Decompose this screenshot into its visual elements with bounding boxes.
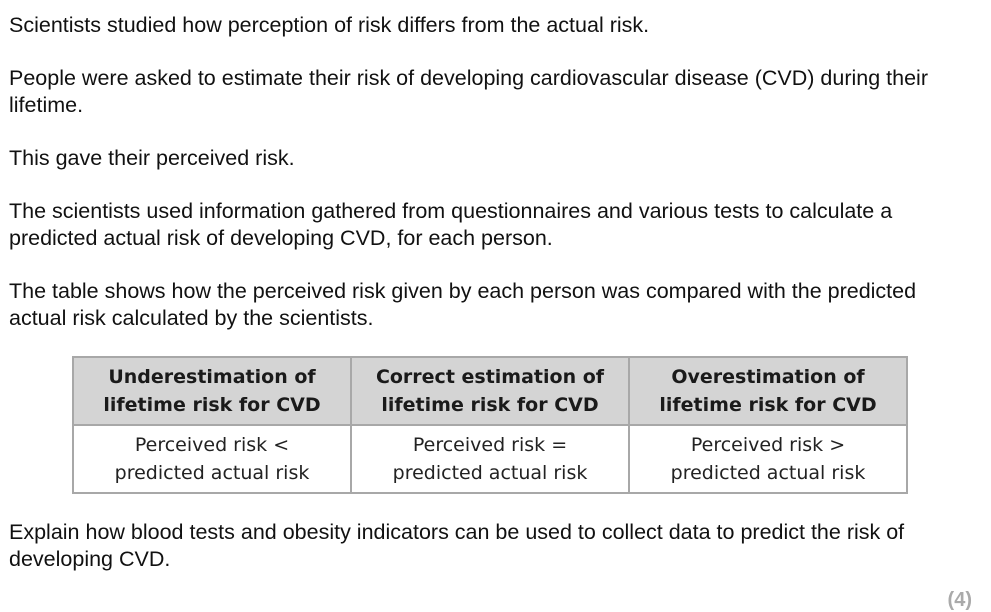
cell-line: predicted actual risk [392, 462, 588, 484]
header-underestimation: Underestimation of lifetime risk for CVD [72, 356, 352, 426]
cell-line: predicted actual risk [670, 462, 866, 484]
header-line: lifetime risk for CVD [659, 394, 877, 416]
cell-line: Perceived risk > [690, 434, 846, 456]
header-line: lifetime risk for CVD [103, 394, 321, 416]
header-overestimation: Overestimation of lifetime risk for CVD [628, 356, 908, 426]
risk-comparison-table: Underestimation of lifetime risk for CVD… [72, 356, 908, 494]
cell-overestimation: Perceived risk > predicted actual risk [628, 424, 908, 494]
cell-line: Perceived risk = [412, 434, 568, 456]
header-line: Overestimation of [671, 366, 865, 388]
intro-paragraph-4: The scientists used information gathered… [9, 199, 893, 250]
marks-label: (4) [947, 589, 972, 611]
intro-paragraph-1: Scientists studied how perception of ris… [9, 13, 650, 37]
question-prompt: Explain how blood tests and obesity indi… [9, 520, 905, 571]
cell-line: predicted actual risk [114, 462, 310, 484]
cell-underestimation: Perceived risk < predicted actual risk [72, 424, 352, 494]
table-row: Perceived risk < predicted actual risk P… [72, 424, 908, 494]
risk-table: Underestimation of lifetime risk for CVD… [72, 356, 908, 494]
header-line: Underestimation of [108, 366, 316, 388]
cell-line: Perceived risk < [134, 434, 290, 456]
question-text: Scientists studied how perception of ris… [9, 12, 979, 332]
header-correct-estimation: Correct estimation of lifetime risk for … [350, 356, 630, 426]
header-line: Correct estimation of [375, 366, 605, 388]
intro-paragraph-2: People were asked to estimate their risk… [9, 66, 928, 117]
cell-correct-estimation: Perceived risk = predicted actual risk [350, 424, 630, 494]
intro-paragraph-3: This gave their perceived risk. [9, 146, 295, 170]
intro-paragraph-5: The table shows how the perceived risk g… [9, 279, 917, 330]
table-header-row: Underestimation of lifetime risk for CVD… [72, 356, 908, 426]
header-line: lifetime risk for CVD [381, 394, 599, 416]
